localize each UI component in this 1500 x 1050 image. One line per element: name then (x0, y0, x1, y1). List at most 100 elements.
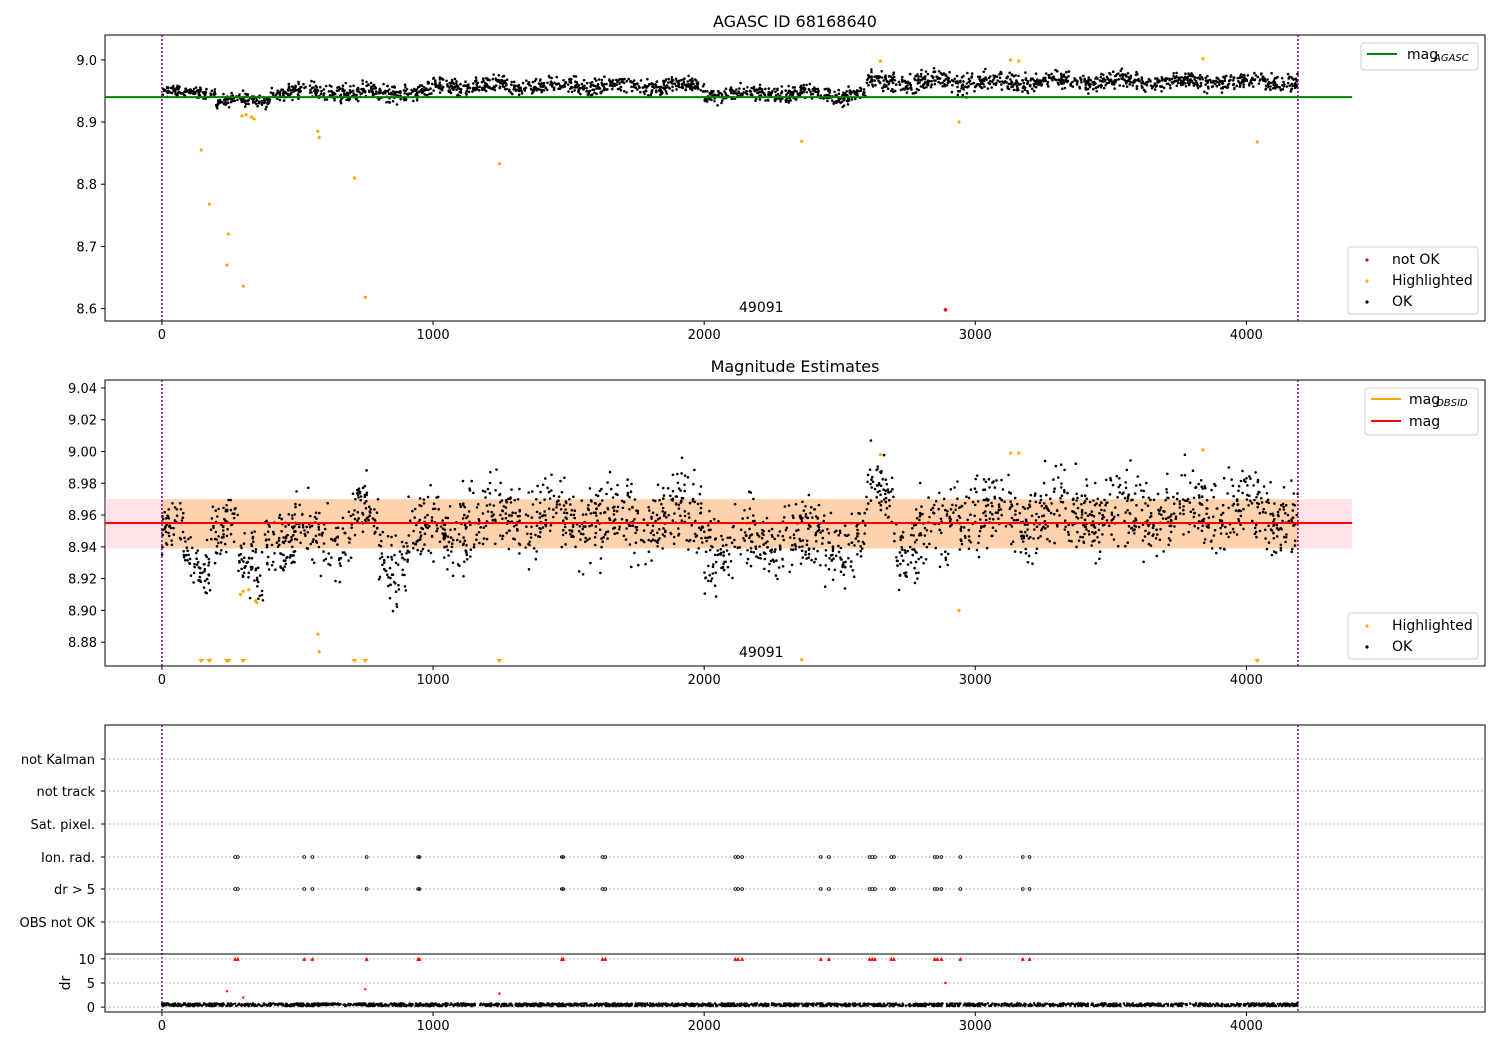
ok-point (360, 87, 363, 91)
ok-point (906, 563, 910, 566)
ok-point (1152, 533, 1155, 536)
ok-point (375, 527, 379, 530)
ok-point (182, 511, 185, 515)
ok-point (260, 99, 264, 103)
ok-point (958, 516, 962, 519)
ok-point (696, 84, 699, 88)
offscale-marker (362, 659, 369, 663)
ok-point (890, 89, 893, 92)
ok-point (459, 505, 463, 509)
ok-point (1269, 88, 1272, 92)
ok-point (563, 525, 567, 529)
ok-point (1025, 534, 1029, 537)
ok-point (376, 498, 380, 501)
ok-point (839, 531, 842, 534)
ok-point (448, 81, 452, 85)
ok-point (612, 82, 615, 85)
ok-point (745, 534, 748, 537)
ok-point (1026, 528, 1029, 531)
ok-point (1081, 535, 1085, 539)
ok-point (1028, 505, 1032, 508)
ok-point (599, 557, 603, 560)
ok-point (1082, 540, 1085, 544)
ok-point (1216, 507, 1219, 510)
ok-point (942, 497, 946, 501)
ok-point (419, 536, 422, 539)
ok-point (515, 88, 519, 91)
ok-point (1084, 525, 1087, 529)
ok-point (356, 519, 359, 522)
ok-point (520, 89, 523, 93)
ok-point (975, 548, 979, 552)
ok-point (407, 495, 410, 499)
ok-point (1239, 73, 1243, 76)
ok-point (508, 88, 511, 92)
ok-point (1043, 507, 1046, 510)
ok-point (677, 527, 680, 530)
ok-point (524, 546, 527, 549)
ok-point (667, 513, 670, 517)
ok-point (1102, 86, 1106, 90)
ok-point (290, 535, 293, 539)
ok-point (554, 82, 558, 86)
ok-point (179, 508, 183, 511)
ok-point (865, 495, 868, 499)
ok-point (902, 559, 905, 562)
ok-point (1231, 484, 1235, 488)
ok-point (1135, 484, 1138, 487)
highlighted-point (316, 129, 320, 133)
ok-point (1008, 71, 1011, 75)
ok-point (608, 78, 611, 81)
ok-point (763, 567, 766, 571)
ok-point (1192, 515, 1196, 519)
ok-point (1200, 76, 1204, 79)
ok-point (1247, 504, 1250, 507)
ok-point (405, 541, 408, 545)
ok-point (647, 538, 651, 542)
ok-point (253, 530, 256, 533)
ok-point (447, 540, 451, 544)
ok-point (1238, 85, 1242, 88)
ok-point (362, 89, 366, 93)
ok-point (621, 80, 624, 84)
ok-point (941, 504, 944, 507)
ok-point (737, 90, 740, 93)
ok-point (701, 526, 705, 529)
ok-point (425, 93, 429, 97)
ok-point (783, 516, 786, 519)
ok-point (267, 101, 271, 104)
ok-point (1260, 72, 1263, 75)
ok-point (560, 490, 564, 494)
ok-point (595, 87, 598, 90)
ok-point (504, 81, 508, 85)
ok-point (904, 571, 908, 574)
ok-point (1282, 508, 1286, 511)
ok-point (516, 498, 520, 501)
ok-point (1119, 69, 1122, 72)
ok-point (875, 75, 879, 78)
ok-point (800, 549, 804, 553)
ok-point (625, 484, 629, 488)
ok-point (1263, 77, 1267, 81)
ok-point (412, 529, 415, 533)
ok-point (189, 574, 193, 577)
ok-point (475, 83, 478, 86)
ok-point (402, 545, 406, 548)
highlighted-point (1201, 448, 1205, 452)
ok-point (179, 537, 183, 541)
ok-point (1168, 78, 1171, 82)
ok-point (1247, 494, 1251, 498)
ok-point (1197, 494, 1201, 497)
ok-point (416, 85, 420, 89)
ok-point (183, 558, 187, 562)
ok-point (365, 516, 369, 520)
ok-point (730, 97, 734, 101)
ok-point (1128, 77, 1132, 81)
ok-point (496, 80, 500, 83)
ok-point (402, 89, 406, 92)
ok-point (672, 542, 676, 545)
ok-point (512, 537, 515, 540)
ok-point (1093, 539, 1096, 542)
ok-point (805, 557, 808, 560)
ok-point (1175, 497, 1179, 501)
